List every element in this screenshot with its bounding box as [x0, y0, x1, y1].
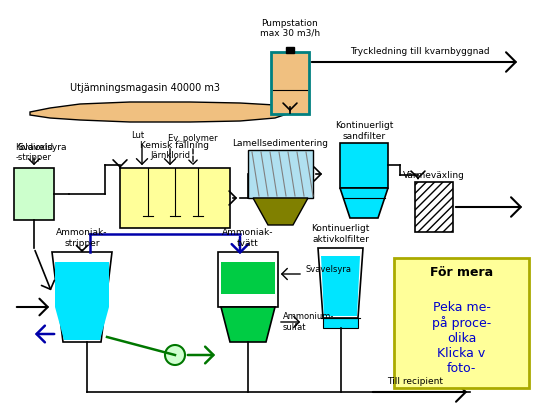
Text: Koldioxid
-stripper: Koldioxid -stripper: [15, 143, 53, 162]
Text: Utjämningsmagasin 40000 m3: Utjämningsmagasin 40000 m3: [70, 83, 220, 93]
Polygon shape: [55, 307, 109, 340]
Text: Lut: Lut: [132, 131, 144, 140]
Polygon shape: [248, 150, 313, 198]
Polygon shape: [415, 182, 453, 232]
Text: Lamellsedimentering: Lamellsedimentering: [232, 139, 328, 147]
Text: Pumpstation
max 30 m3/h: Pumpstation max 30 m3/h: [260, 19, 320, 38]
Polygon shape: [321, 256, 360, 316]
Polygon shape: [221, 262, 275, 294]
Polygon shape: [52, 252, 112, 342]
Text: Ammoniak-
stripper: Ammoniak- stripper: [56, 228, 108, 248]
Text: Ammoniak-
tvätt: Ammoniak- tvätt: [222, 228, 274, 248]
Text: Svavelsyra: Svavelsyra: [306, 265, 352, 274]
Circle shape: [165, 345, 185, 365]
Polygon shape: [340, 188, 388, 218]
Text: Järnklorid: Järnklorid: [150, 152, 190, 160]
Text: Ev. polymer: Ev. polymer: [168, 134, 218, 143]
Text: För mera: För mera: [430, 265, 493, 278]
Polygon shape: [253, 198, 308, 225]
Polygon shape: [14, 168, 54, 220]
Text: Värmeväxling: Värmeväxling: [403, 170, 465, 179]
Text: Kontinuerligt
sandfilter: Kontinuerligt sandfilter: [335, 121, 393, 141]
Polygon shape: [318, 248, 363, 318]
Polygon shape: [218, 252, 278, 307]
Polygon shape: [120, 168, 230, 228]
Polygon shape: [55, 262, 109, 307]
Polygon shape: [271, 52, 309, 114]
Polygon shape: [394, 258, 529, 388]
Polygon shape: [30, 102, 290, 122]
Text: Kemisk fällning: Kemisk fällning: [141, 141, 209, 151]
Polygon shape: [323, 318, 358, 328]
Polygon shape: [340, 143, 388, 188]
Polygon shape: [286, 47, 294, 53]
Text: Svavelsyra: Svavelsyra: [17, 143, 67, 152]
Text: Ammonium-
sulfat: Ammonium- sulfat: [283, 312, 334, 332]
Text: Tryckledning till kvarnbyggnad: Tryckledning till kvarnbyggnad: [350, 47, 490, 56]
Text: Till recipient: Till recipient: [387, 377, 443, 386]
Polygon shape: [221, 307, 275, 342]
Text: Kontinuerligt
aktivkolfilter: Kontinuerligt aktivkolfilter: [311, 224, 370, 244]
Text: Peka me-
på proce-
olika
Klicka v
foto-: Peka me- på proce- olika Klicka v foto-: [432, 301, 491, 375]
